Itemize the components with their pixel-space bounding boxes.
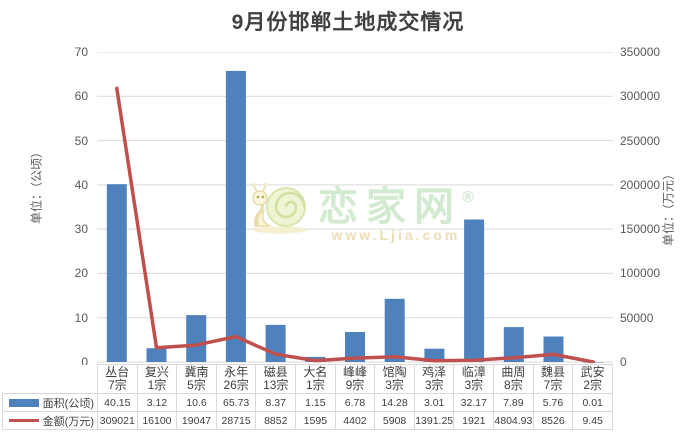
category-header: 冀南 5宗 xyxy=(176,364,217,394)
legend-label: 面积(公顷) xyxy=(42,397,94,410)
plot-area xyxy=(97,52,613,363)
right-axis-tick-label: 0 xyxy=(620,355,627,369)
value-cell: 1.15 xyxy=(295,393,336,412)
category-header: 馆陶 3宗 xyxy=(374,364,415,394)
table-corner-cell xyxy=(2,364,98,394)
category-header: 魏县 7宗 xyxy=(532,364,574,394)
value-cell: 5.76 xyxy=(532,393,574,412)
category-header: 大名 1宗 xyxy=(295,364,336,394)
left-axis-tick-label: 0 xyxy=(81,355,88,369)
data-table: 丛台 7宗 复兴 1宗 冀南 5宗 永年 26宗 磁县 13宗 大名 1宗 峰峰 9宗 馆陶 3宗 鸡泽 3宗 临漳… xyxy=(2,364,613,430)
value-cell: 10.6 xyxy=(176,393,217,412)
value-cell: 65.73 xyxy=(215,393,257,412)
left-axis-tick-label: 20 xyxy=(74,266,88,281)
category-header: 临漳 3宗 xyxy=(453,364,495,394)
area-bar xyxy=(464,219,485,362)
value-cell: 4402 xyxy=(334,411,376,430)
bar-legend-swatch-icon xyxy=(8,398,39,407)
category-header: 永年 26宗 xyxy=(215,364,257,394)
value-cell: 3.01 xyxy=(413,393,455,412)
value-cell: 1391.25 xyxy=(413,411,455,430)
right-axis-tick-label: 300000 xyxy=(620,89,661,104)
left-axis-tick-label: 70 xyxy=(74,45,88,59)
category-header: 丛台 7宗 xyxy=(97,364,138,394)
right-axis-tick-label: 50000 xyxy=(620,310,654,325)
category-header: 曲周 8宗 xyxy=(493,364,534,394)
value-cell: 8.37 xyxy=(255,393,297,412)
category-header: 鸡泽 3宗 xyxy=(413,364,455,394)
value-cell: 19047 xyxy=(176,411,217,430)
value-cell: 0.01 xyxy=(572,393,613,412)
value-cell: 14.28 xyxy=(374,393,415,412)
right-axis-tick-label: 150000 xyxy=(620,222,661,237)
value-cell: 4804.93 xyxy=(493,411,534,430)
value-cell: 40.15 xyxy=(97,393,138,412)
area-bar xyxy=(186,315,207,362)
value-cell: 32.17 xyxy=(453,393,495,412)
right-axis-tick-label: 100000 xyxy=(620,266,661,281)
chart-title: 9月份邯郸土地成交情况 xyxy=(231,11,465,34)
area-bar xyxy=(543,336,564,362)
left-axis-tick-label: 40 xyxy=(74,177,88,192)
right-axis-tick-label: 350000 xyxy=(620,45,661,59)
area-bar xyxy=(225,70,246,363)
value-cell: 28715 xyxy=(215,411,257,430)
value-cell: 7.89 xyxy=(493,393,534,412)
left-axis-tick-label: 30 xyxy=(74,222,88,237)
area-bar xyxy=(384,298,405,362)
value-cell: 5908 xyxy=(374,411,415,430)
right-axis-tick-label: 200000 xyxy=(620,177,661,192)
left-axis-tick-label: 50 xyxy=(74,133,88,148)
category-header: 复兴 1宗 xyxy=(136,364,178,394)
table-row: 面积(公顷) 40.15 3.12 10.6 65.73 8.37 1.15 6.78 14.2… xyxy=(2,393,613,412)
value-cell: 8852 xyxy=(255,411,297,430)
left-axis-tick-label: 10 xyxy=(74,310,88,325)
value-cell: 8526 xyxy=(532,411,574,430)
line-legend-swatch-icon xyxy=(8,419,39,422)
category-header: 峰峰 9宗 xyxy=(334,364,376,394)
value-cell: 16100 xyxy=(136,411,178,430)
value-cell: 1595 xyxy=(295,411,336,430)
amount-line xyxy=(115,86,595,363)
category-header: 武安 2宗 xyxy=(572,364,613,394)
area-bar xyxy=(146,348,167,362)
category-header: 磁县 13宗 xyxy=(255,364,297,394)
area-bar xyxy=(345,332,365,362)
value-cell: 309021 xyxy=(97,411,138,430)
legend-cell: 金额(万元) xyxy=(2,411,98,430)
value-cell: 1921 xyxy=(453,411,495,430)
table-row: 金额(万元) 309021 16100 19047 28715 8852 1595 4402 5… xyxy=(2,411,613,430)
area-bar xyxy=(106,184,127,362)
value-cell: 3.12 xyxy=(136,393,178,412)
legend-label: 金额(万元) xyxy=(42,415,94,428)
right-axis-tick-label: 250000 xyxy=(620,133,661,148)
legend-cell: 面积(公顷) xyxy=(2,393,98,412)
left-axis-tick-label: 60 xyxy=(74,89,88,104)
area-bar xyxy=(503,327,524,362)
value-cell: 9.45 xyxy=(572,411,613,430)
value-cell: 6.78 xyxy=(334,393,376,412)
